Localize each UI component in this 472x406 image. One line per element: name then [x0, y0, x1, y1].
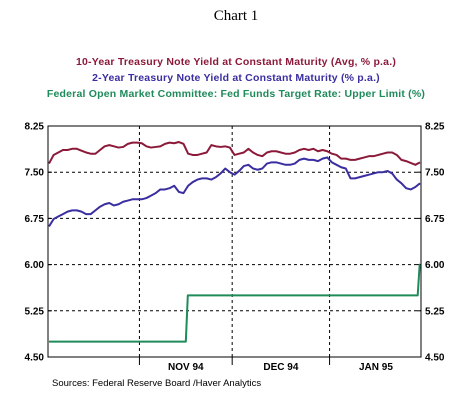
legend-entry-2: 2-Year Treasury Note Yield at Constant M…	[92, 72, 380, 84]
y-tick-label: 4.50	[25, 353, 45, 364]
y-tick-label: 7.50	[25, 168, 45, 179]
y-tick-label: 4.50	[425, 353, 445, 364]
series-layer	[48, 141, 421, 343]
x-tick-label: DEC 94	[263, 362, 298, 373]
y-tick-label: 6.75	[425, 214, 445, 225]
series-line-2	[48, 156, 421, 227]
y-tick-label: 7.50	[425, 168, 445, 179]
series-line-1	[48, 141, 421, 166]
chart-title: Chart 1	[214, 8, 259, 24]
y-tick-label: 6.00	[25, 260, 45, 271]
x-axis: NOV 94 DEC 94 JAN 95	[138, 357, 393, 373]
y-axis-left: 8.25 7.50 6.75 6.00 5.25 4.50	[25, 122, 52, 364]
grid	[48, 126, 421, 357]
series-line-3	[49, 263, 421, 343]
y-tick-label: 8.25	[25, 122, 45, 133]
legend-entry-3: Federal Open Market Committee: Fed Funds…	[47, 88, 425, 100]
x-tick-label: NOV 94	[168, 362, 204, 373]
y-tick-label: 8.25	[425, 122, 445, 133]
y-tick-label: 5.25	[25, 306, 45, 317]
source-note: Sources: Federal Reserve Board /Haver An…	[52, 378, 261, 389]
plot-area	[47, 125, 422, 358]
x-tick-label: JAN 95	[359, 362, 393, 373]
legend: 10-Year Treasury Note Yield at Constant …	[47, 56, 425, 100]
legend-entry-1: 10-Year Treasury Note Yield at Constant …	[76, 56, 396, 68]
y-tick-label: 6.75	[25, 214, 45, 225]
y-tick-label: 5.25	[425, 306, 445, 317]
y-tick-label: 6.00	[425, 260, 445, 271]
